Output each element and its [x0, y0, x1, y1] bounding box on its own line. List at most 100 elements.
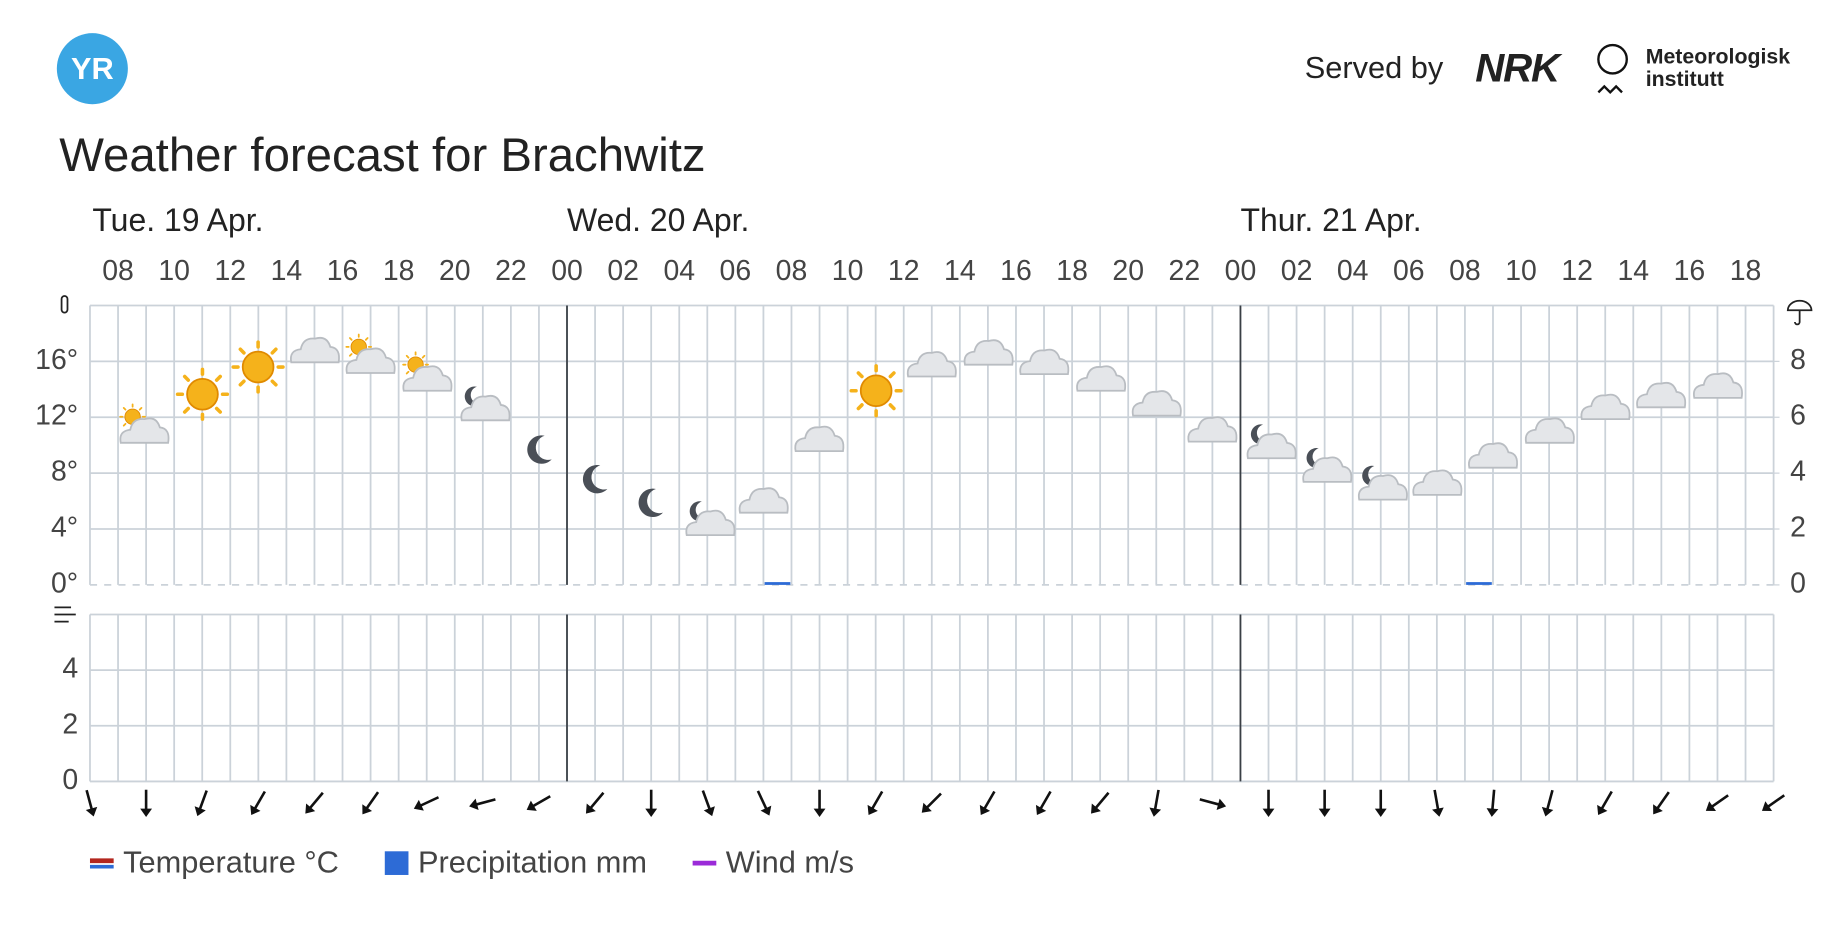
wind-arrow — [813, 789, 826, 817]
y-tick-label: 12° — [35, 400, 78, 432]
wind-arrow-head — [85, 806, 98, 817]
wind-arrow — [756, 790, 772, 816]
precip-bar — [764, 582, 791, 585]
wind-arrow-head — [921, 802, 932, 813]
wind-arrow — [1374, 789, 1387, 817]
x-tick-label: 08 — [1449, 255, 1481, 287]
served-by: Served by — [1305, 50, 1444, 85]
wind-arrow — [1705, 794, 1729, 811]
wind-arrow-head — [585, 803, 596, 814]
wind-arrow-head — [1374, 808, 1387, 817]
wind-arrow-head — [1653, 804, 1663, 815]
wind-arrow-head — [194, 806, 206, 817]
met-name: institutt — [1646, 67, 1724, 91]
wind-arrow-head — [1091, 803, 1101, 814]
wind-arrow-head — [813, 808, 826, 817]
header: YR Served by NRK Meteorologisk institutt — [56, 33, 1790, 105]
wind-arrow — [1597, 790, 1613, 816]
wind-arrow — [140, 789, 153, 817]
y-tick-label: 0 — [62, 764, 78, 796]
x-tick-label: 12 — [214, 255, 246, 287]
y2-tick-label: 6 — [1790, 400, 1806, 432]
wind-arrow-head — [703, 806, 715, 817]
weather-symbol — [963, 339, 1014, 366]
x-tick-label: 10 — [832, 255, 864, 287]
legend-swatch — [384, 851, 409, 875]
wind-arrow-head — [140, 808, 153, 817]
x-tick-label: 00 — [551, 255, 583, 287]
wind-arrow — [1091, 791, 1110, 814]
x-tick-label: 16 — [327, 255, 359, 287]
x-tick-label: 04 — [663, 255, 695, 287]
x-tick-label: 14 — [1617, 255, 1649, 287]
x-tick-label: 08 — [776, 255, 808, 287]
wind-arrow — [413, 796, 440, 811]
weather-symbol — [1468, 442, 1518, 469]
wind-arrow — [585, 791, 605, 814]
y-tick-label: 4° — [51, 512, 78, 544]
met-logo — [1597, 43, 1628, 75]
wind-arrow — [469, 798, 496, 810]
wind-arrow — [921, 792, 942, 813]
y-tick-label: 8° — [51, 456, 78, 488]
weather-symbol — [1187, 416, 1238, 443]
x-tick-label: 16 — [1000, 255, 1032, 287]
weather-symbol — [1019, 348, 1070, 376]
weather-symbol — [1131, 390, 1182, 417]
wind-arrow-head — [1318, 808, 1331, 817]
x-tick-label: 12 — [1561, 255, 1593, 287]
weather-symbol — [906, 351, 957, 378]
yr-logo-text: YR — [71, 51, 114, 86]
wind-arrow-head — [1761, 801, 1773, 811]
weather-symbol — [1412, 469, 1463, 496]
wind-arrow-head — [469, 798, 479, 810]
wind-arrow-head — [526, 800, 537, 811]
weather-symbol — [1580, 393, 1631, 421]
wind-arrow-head — [645, 808, 658, 817]
legend-label: Precipitation mm — [418, 844, 647, 879]
wind-arrow — [526, 795, 551, 811]
x-tick-label: 06 — [1393, 255, 1425, 287]
wind-arrow-head — [362, 804, 373, 815]
wind-arrow — [979, 790, 996, 816]
x-tick-label: 12 — [888, 255, 920, 287]
yr-logo — [56, 33, 128, 105]
x-tick-label: 02 — [1281, 255, 1313, 287]
wind-arrow-head — [1262, 808, 1275, 817]
x-tick-label: 00 — [1225, 255, 1257, 287]
x-tick-label: 14 — [271, 255, 303, 287]
x-tick-label: 22 — [495, 255, 527, 287]
wind-arrow-head — [1541, 806, 1554, 817]
y2-tick-label: 0 — [1790, 567, 1806, 599]
wind-arrow-head — [1597, 804, 1608, 816]
x-tick-label: 02 — [607, 255, 639, 287]
legend-label: Wind m/s — [726, 844, 854, 879]
y-tick-label: 0° — [51, 567, 78, 599]
wind-arrow — [305, 791, 324, 814]
y2-tick-label: 2 — [1790, 512, 1806, 544]
y-tick-label: 16° — [35, 344, 78, 376]
y-tick-label: 2 — [62, 708, 78, 740]
y-tick-label: 4 — [62, 653, 78, 685]
y2-tick-label: 4 — [1790, 456, 1806, 488]
wind-arrow — [1318, 789, 1331, 817]
wind-arrow-head — [1705, 801, 1717, 811]
weather-symbol — [1524, 417, 1575, 444]
weather-symbol — [738, 487, 789, 514]
x-tick-label: 04 — [1337, 255, 1369, 287]
wind-arrow — [1035, 790, 1052, 816]
weather-symbol — [289, 336, 340, 364]
wind-arrow-head — [979, 804, 991, 816]
nrk-logo: NRK — [1475, 46, 1563, 91]
day-label: Wed. 20 Apr. — [567, 202, 749, 238]
wind-arrow — [362, 791, 380, 815]
x-tick-label: 18 — [1730, 255, 1762, 287]
x-tick-label: 22 — [1169, 255, 1201, 287]
axis-icons — [54, 295, 1813, 623]
precip-bar — [1466, 582, 1492, 585]
wind-arrow-head — [250, 804, 261, 816]
wind-arrow-head — [413, 799, 424, 811]
wind-arrow-head — [1432, 807, 1444, 817]
met-logo-wave — [1597, 84, 1623, 95]
